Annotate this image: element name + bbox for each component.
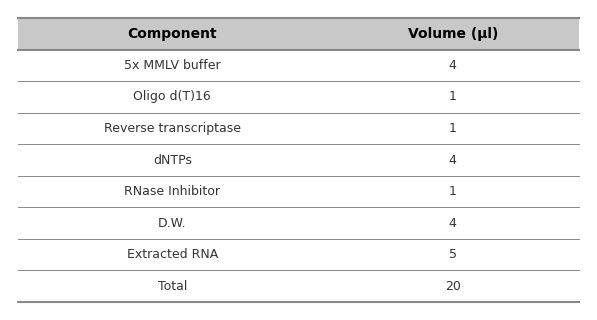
Bar — [18, 207, 579, 239]
Text: 4: 4 — [449, 59, 457, 72]
Text: 4: 4 — [449, 217, 457, 230]
Bar — [18, 176, 579, 207]
Bar — [18, 50, 579, 81]
Bar — [18, 18, 579, 50]
Bar — [18, 270, 579, 302]
Bar — [18, 113, 579, 144]
Text: Reverse transcriptase: Reverse transcriptase — [104, 122, 241, 135]
Text: 1: 1 — [449, 122, 457, 135]
Text: dNTPs: dNTPs — [153, 154, 192, 166]
Text: Volume (μl): Volume (μl) — [408, 27, 498, 41]
Bar — [18, 144, 579, 176]
Bar — [18, 81, 579, 113]
Text: RNase Inhibitor: RNase Inhibitor — [124, 185, 220, 198]
Text: Oligo d(T)16: Oligo d(T)16 — [133, 90, 211, 103]
Text: Component: Component — [128, 27, 217, 41]
Text: 5: 5 — [449, 248, 457, 261]
Text: 20: 20 — [445, 280, 461, 293]
Text: Total: Total — [158, 280, 187, 293]
Text: D.W.: D.W. — [158, 217, 187, 230]
Bar — [18, 239, 579, 270]
Text: Extracted RNA: Extracted RNA — [127, 248, 218, 261]
Text: 1: 1 — [449, 90, 457, 103]
Text: 1: 1 — [449, 185, 457, 198]
Text: 4: 4 — [449, 154, 457, 166]
Text: 5x MMLV buffer: 5x MMLV buffer — [124, 59, 220, 72]
